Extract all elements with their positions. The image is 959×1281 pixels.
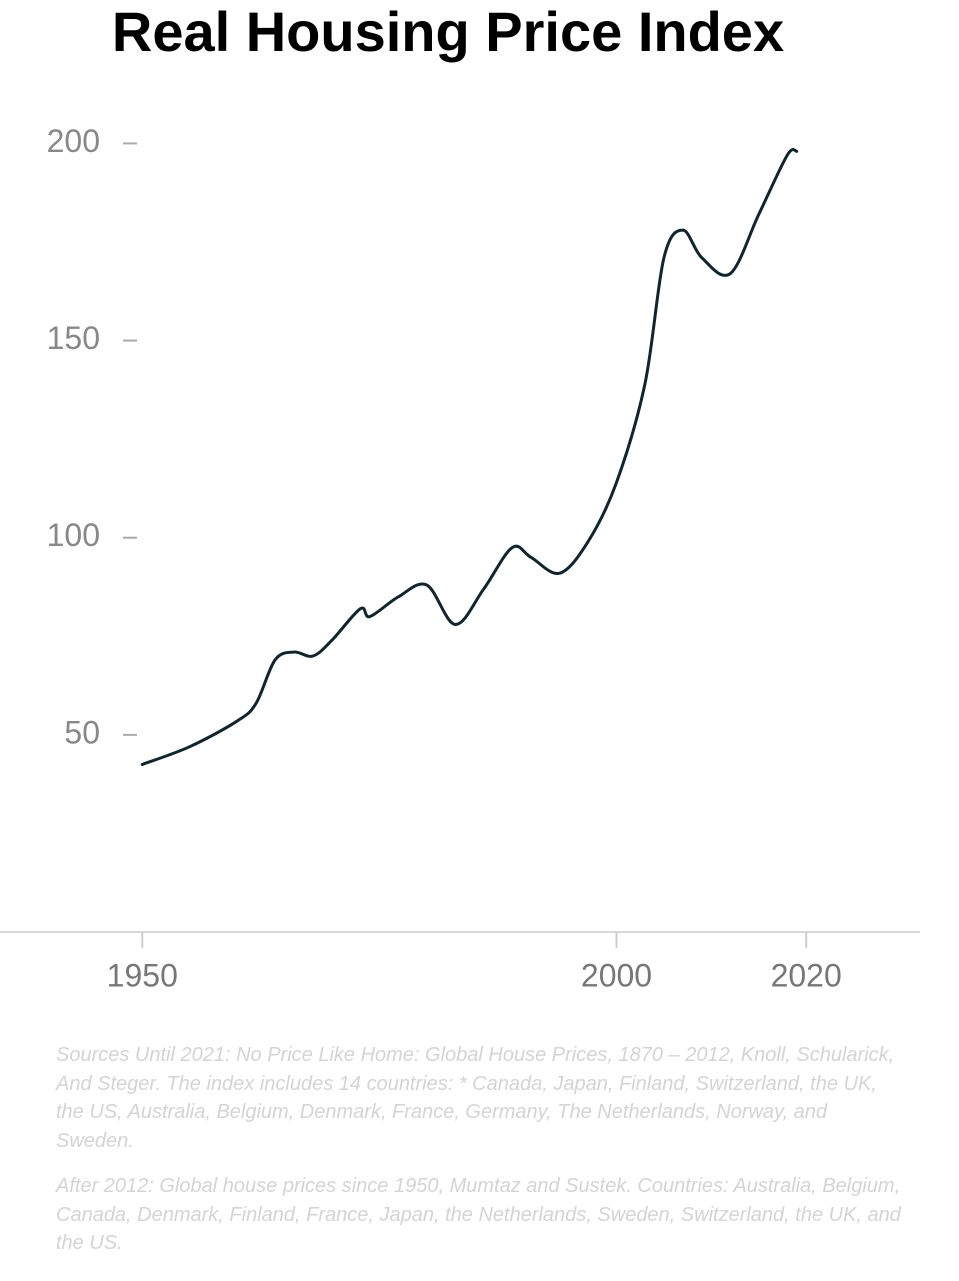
x-tick-label: 2000	[581, 957, 652, 993]
y-tick-label: 150	[47, 320, 100, 356]
x-tick-label: 2020	[771, 957, 842, 993]
x-tick-label: 1950	[107, 957, 178, 993]
chart: Real Housing Price Index 50 100 150 200 1950…	[0, 0, 920, 993]
chart-title: Real Housing Price Index	[112, 0, 784, 63]
data-line	[140, 148, 799, 766]
y-tick-label: 50	[64, 714, 100, 750]
source-note: Sources Until 2021: No Price Like Home: …	[56, 1044, 895, 1152]
source-note: After 2012: Global house prices since 19…	[56, 1175, 901, 1254]
y-tick-label: 200	[47, 123, 100, 159]
y-tick-label: 100	[47, 517, 100, 553]
